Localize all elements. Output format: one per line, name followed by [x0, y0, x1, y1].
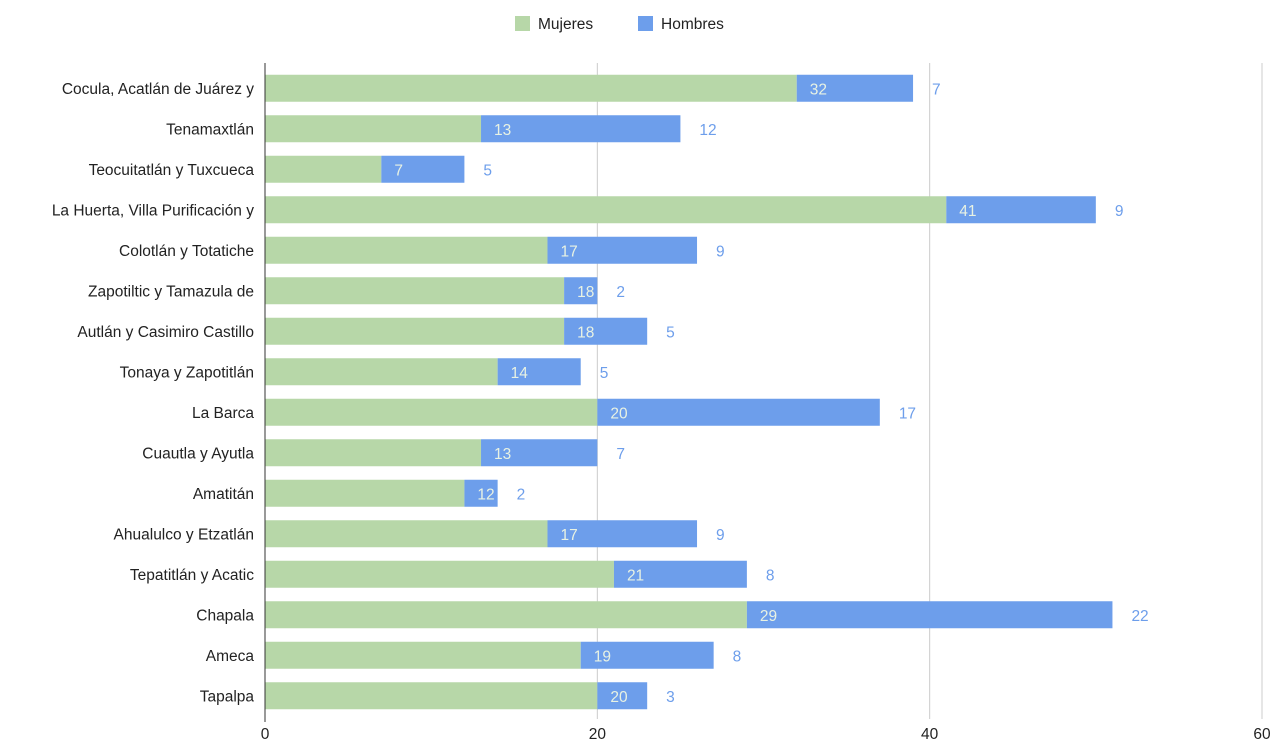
x-tick-label: 20 [589, 726, 607, 743]
data-label-mujeres: 19 [594, 648, 611, 665]
bar-mujeres [265, 601, 747, 629]
category-label: Cuautla y Ayutla [142, 445, 254, 462]
data-label-mujeres: 14 [511, 365, 529, 382]
bar-hombres [597, 682, 648, 710]
bar-hombres [564, 317, 648, 345]
data-label-hombres: 2 [517, 486, 526, 503]
data-label-hombres: 7 [932, 81, 941, 98]
data-label-hombres: 9 [1115, 203, 1124, 220]
bar-mujeres [265, 236, 548, 264]
bar-hombres [613, 560, 747, 588]
data-label-mujeres: 17 [560, 527, 577, 544]
x-tick-label: 0 [261, 726, 270, 743]
data-label-mujeres: 13 [494, 446, 511, 463]
category-label: La Huerta, Villa Purificación y [52, 202, 254, 219]
category-label: Cocula, Acatlán de Juárez y [62, 81, 254, 98]
bar-mujeres [265, 155, 382, 183]
bar-hombres [464, 479, 498, 507]
bar-mujeres [265, 74, 797, 102]
data-label-hombres: 9 [716, 243, 725, 260]
bar-hombres [580, 641, 714, 669]
data-label-mujeres: 29 [760, 608, 777, 625]
category-label: Amatitán [193, 486, 254, 503]
data-label-mujeres: 7 [394, 162, 403, 179]
data-label-hombres: 3 [666, 689, 675, 706]
category-label: Zapotiltic y Tamazula de [88, 283, 254, 300]
bar-mujeres [265, 682, 598, 710]
legend-label-mujeres: Mujeres [538, 16, 593, 33]
data-label-mujeres: 17 [560, 243, 577, 260]
data-label-mujeres: 13 [494, 122, 511, 139]
category-label: La Barca [192, 405, 254, 422]
bar-mujeres [265, 317, 565, 345]
data-label-hombres: 22 [1131, 608, 1148, 625]
category-label: Colotlán y Totatiche [119, 243, 254, 260]
data-label-hombres: 8 [766, 567, 775, 584]
data-label-hombres: 2 [616, 284, 625, 301]
data-label-mujeres: 32 [810, 81, 827, 98]
bar-hombres [497, 358, 581, 386]
bar-hombres [564, 277, 598, 305]
data-label-hombres: 5 [666, 324, 675, 341]
bar-hombres [481, 439, 598, 467]
bar-mujeres [265, 520, 548, 548]
bar-hombres [381, 155, 465, 183]
data-label-hombres: 7 [616, 446, 625, 463]
data-label-mujeres: 21 [627, 567, 644, 584]
data-label-hombres: 8 [733, 648, 742, 665]
data-label-hombres: 9 [716, 527, 725, 544]
category-labels: Cocula, Acatlán de Juárez y Tenamaxtlán Te… [52, 81, 255, 706]
x-axis-ticks: 0 20 40 60 [261, 726, 1271, 743]
bar-mujeres [265, 196, 947, 224]
data-label-hombres: 5 [600, 365, 609, 382]
bar-mujeres [265, 358, 498, 386]
legend-swatch-hombres [638, 16, 653, 31]
category-label: Autlán y Casimiro Castillo [77, 324, 254, 341]
bar-mujeres [265, 115, 482, 143]
bar-hombres [547, 520, 698, 548]
data-label-mujeres: 18 [577, 284, 594, 301]
category-label: Chapala [196, 607, 254, 624]
category-label: Tepatitlán y Acatic [130, 567, 254, 584]
data-label-mujeres: 20 [610, 405, 628, 422]
category-label: Tonaya y Zapotitlán [120, 364, 254, 381]
bar-mujeres [265, 479, 465, 507]
legend-swatch-mujeres [515, 16, 530, 31]
category-label: Tenamaxtlán [166, 121, 254, 138]
category-label: Ahualulco y Etzatlán [114, 526, 254, 543]
bar-hombres [946, 196, 1096, 224]
data-label-hombres: 12 [699, 122, 716, 139]
bar-hombres [796, 74, 914, 102]
category-label: Tapalpa [200, 688, 255, 705]
legend-label-hombres: Hombres [661, 16, 724, 33]
bar-mujeres [265, 560, 614, 588]
bar-hombres [746, 601, 1113, 629]
category-label: Teocuitatlán y Tuxcueca [89, 162, 255, 179]
bar-mujeres [265, 277, 565, 305]
bar-mujeres [265, 398, 598, 426]
bar-hombres [481, 115, 681, 143]
bar-mujeres [265, 641, 581, 669]
category-label: Ameca [206, 648, 255, 665]
data-label-mujeres: 41 [959, 203, 976, 220]
data-label-mujeres: 18 [577, 324, 594, 341]
data-label-hombres: 5 [483, 162, 492, 179]
x-tick-label: 40 [921, 726, 939, 743]
bar-hombres [597, 398, 880, 426]
data-label-mujeres: 20 [610, 689, 628, 706]
legend: Mujeres Hombres [515, 16, 724, 33]
data-label-mujeres: 12 [477, 486, 494, 503]
bar-mujeres [265, 439, 482, 467]
x-tick-label: 60 [1253, 726, 1271, 743]
data-label-hombres: 17 [899, 405, 916, 422]
bar-hombres [547, 236, 698, 264]
